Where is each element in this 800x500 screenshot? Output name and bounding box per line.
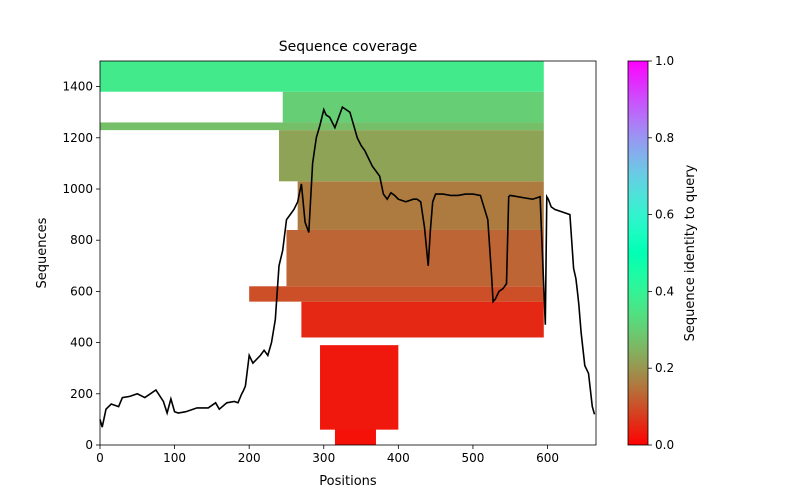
coverage-block-2 (301, 301, 544, 338)
plot-frame (99, 60, 597, 446)
x-tick-label: 0 (96, 451, 104, 465)
x-tick-label: 400 (387, 451, 410, 465)
colorbar-tick-label: 0.0 (655, 438, 674, 452)
colorbar-tick-label: 0.6 (655, 208, 674, 222)
colorbar-tick-label: 0.4 (655, 284, 674, 298)
y-tick-label: 600 (70, 284, 93, 298)
y-tick-label: 1400 (62, 80, 93, 94)
x-tick-label: 100 (163, 451, 186, 465)
coverage-block-3 (249, 286, 544, 302)
coverage-block-1 (320, 345, 399, 430)
plot-area (99, 60, 597, 446)
colorbar-tick-label: 0.2 (655, 361, 674, 375)
x-axis: 0 100 200 300 400 500 600 (96, 445, 559, 465)
x-axis-label: Positions (319, 474, 377, 489)
x-tick-label: 500 (461, 451, 484, 465)
colorbar-tick-label: 1.0 (655, 54, 674, 68)
y-tick-label: 1200 (62, 131, 93, 145)
coverage-block-4 (286, 229, 544, 287)
colorbar-tick-label: 0.8 (655, 131, 674, 145)
y-axis: 0 200 400 600 800 1000 1200 1400 (62, 80, 100, 452)
y-tick-label: 0 (85, 438, 93, 452)
colorbar-label: Sequence identity to query (683, 164, 698, 341)
y-tick-label: 400 (70, 336, 93, 350)
y-tick-label: 1000 (62, 182, 93, 196)
x-tick-label: 300 (312, 451, 335, 465)
coverage-block-8 (282, 91, 544, 123)
coverage-block-7 (100, 122, 544, 131)
colorbar: 0.0 0.2 0.4 0.6 0.8 1.0 (627, 54, 674, 452)
x-tick-label: 200 (238, 451, 261, 465)
coverage-block-9 (100, 61, 544, 92)
y-tick-label: 200 (70, 387, 93, 401)
chart-title: Sequence coverage (279, 39, 418, 55)
coverage-block-6 (279, 130, 544, 182)
x-tick-label: 600 (536, 451, 559, 465)
colorbar-gradient (627, 60, 649, 446)
y-tick-label: 800 (70, 233, 93, 247)
y-axis-label: Sequences (35, 217, 50, 288)
coverage-line (99, 105, 596, 428)
